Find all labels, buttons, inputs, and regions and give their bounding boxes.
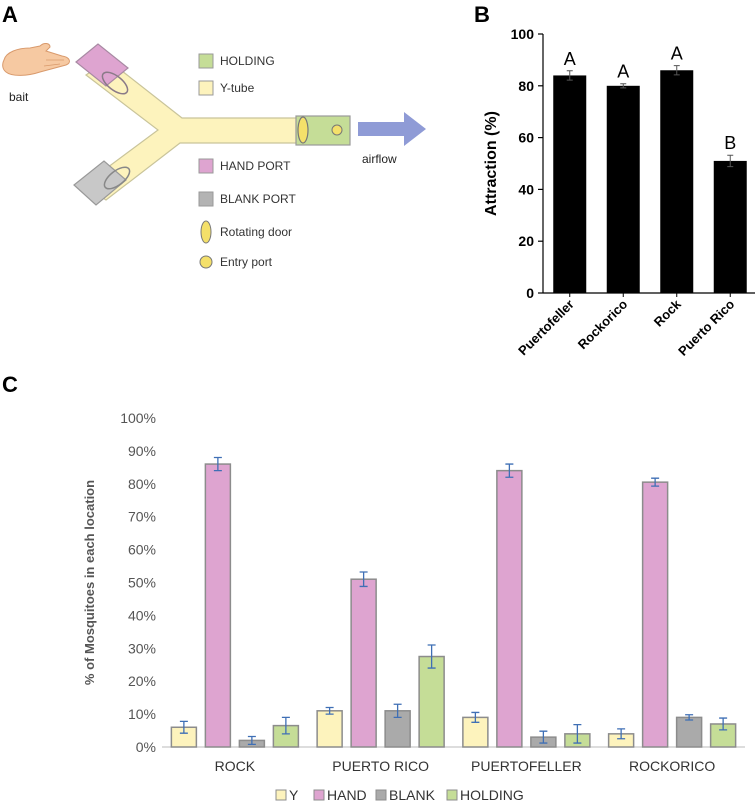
c-error-bar: [573, 723, 582, 744]
b-y-axis-label: Attraction (%): [483, 111, 500, 216]
b-x-tick-label: Puerto Rico: [675, 296, 737, 358]
b-significance-letter: B: [724, 133, 736, 153]
blank-port: [73, 160, 131, 206]
c-bar-y-puerto-rico: [316, 710, 343, 748]
c-error-bar: [505, 463, 514, 478]
c-error-bar: [471, 711, 480, 723]
c-bar-holding-puerto-rico: [418, 655, 445, 748]
b-significance-letter: A: [564, 49, 576, 69]
c-y-tick-label: 30%: [128, 640, 156, 656]
c-y-tick-label: 50%: [128, 575, 156, 591]
c-error-bar: [281, 716, 290, 735]
c-legend-label-y: Y: [289, 787, 299, 803]
chart-c-locations: 0% 10% 20% 30% 40% 50% 60% 70% 80% 90% 100% % of Mo…: [82, 410, 745, 803]
chart-b-attraction: 0 20 40 60 80 100 Attraction (%) A Puertofeller A…: [483, 26, 755, 359]
b-x-tick-label: Puertofeller: [515, 297, 577, 359]
legend-swatch-door: [200, 220, 212, 244]
c-bar-hand-puerto-rico: [350, 578, 377, 748]
c-y-tick-label: 10%: [128, 706, 156, 722]
y-tube-body: [82, 59, 301, 201]
c-legend-label-holding: HOLDING: [460, 787, 524, 803]
c-y-tick-label: 20%: [128, 673, 156, 689]
legend-label-ytube: Y-tube: [220, 81, 255, 95]
c-legend: Y HAND BLANK HOLDING: [275, 787, 524, 803]
c-bar-hand-rockorico: [641, 481, 669, 748]
c-error-bar: [427, 644, 436, 669]
c-error-bar: [685, 714, 694, 721]
c-y-tick-label: 0%: [136, 739, 156, 755]
c-error-bar: [393, 703, 402, 719]
c-y-tick-label: 80%: [128, 476, 156, 492]
legend-label-hand: HAND PORT: [220, 159, 291, 173]
c-legend-swatch-holding: [446, 789, 458, 801]
c-error-bar: [359, 571, 368, 588]
legend-label-blank: BLANK PORT: [220, 192, 296, 206]
c-y-tick-label: 90%: [128, 443, 156, 459]
panel-label-a: A: [2, 2, 18, 27]
b-y-tick-label: 40: [518, 181, 534, 197]
y-tube-diagram: bait airflow HOLDING Y-tube HAND PORT BLANK…: [2, 43, 426, 269]
c-x-tick-label: ROCK: [215, 758, 256, 774]
panel-label-b: B: [474, 2, 490, 27]
b-y-tick-label: 80: [518, 78, 534, 94]
c-x-tick-label: ROCKORICO: [629, 758, 715, 774]
legend-swatch-ytube: [198, 80, 214, 96]
airflow-label: airflow: [362, 152, 397, 166]
diagram-legend: HOLDING Y-tube HAND PORT BLANK PORT Rotating…: [198, 53, 296, 269]
legend-label-holding: HOLDING: [220, 54, 275, 68]
airflow-arrow: [358, 112, 426, 146]
c-legend-swatch-blank: [375, 789, 387, 801]
legend-label-entry: Entry port: [220, 255, 273, 269]
bait-label: bait: [9, 90, 29, 104]
b-bar-puertofeller: [553, 75, 587, 293]
c-legend-label-blank: BLANK: [389, 787, 436, 803]
legend-label-door: Rotating door: [220, 225, 292, 239]
c-bar-hand-rock: [204, 463, 232, 748]
panel-label-c: C: [2, 372, 18, 397]
legend-swatch-blank: [198, 191, 214, 207]
c-error-bar: [325, 706, 334, 715]
c-y-tick-label: 60%: [128, 542, 156, 558]
c-y-tick-label: 70%: [128, 509, 156, 525]
c-legend-swatch-hand: [313, 789, 325, 801]
b-error-bar: [673, 65, 680, 76]
c-legend-swatch-y: [275, 789, 287, 801]
c-error-bar: [651, 477, 660, 487]
b-significance-letter: A: [671, 44, 683, 64]
c-x-tick-label: PUERTO RICO: [332, 758, 429, 774]
c-y-tick-label: 100%: [120, 410, 156, 426]
b-error-bar: [727, 154, 734, 168]
c-bar-hand-puertofeller: [496, 469, 523, 748]
legend-swatch-holding: [198, 53, 214, 69]
hand-icon: [2, 43, 70, 76]
legend-swatch-entry: [199, 255, 213, 269]
c-x-tick-label: PUERTOFELLER: [471, 758, 582, 774]
hand-port: [75, 43, 129, 95]
b-error-bar: [566, 70, 573, 81]
b-significance-letter: A: [617, 62, 629, 82]
b-bar-rockorico: [606, 85, 640, 293]
holding-chamber: [295, 115, 351, 146]
b-y-tick-label: 0: [526, 285, 534, 301]
legend-swatch-hand: [198, 158, 214, 174]
b-y-tick-label: 20: [518, 233, 534, 249]
c-error-bar: [719, 717, 728, 731]
b-y-tick-label: 100: [511, 26, 535, 42]
c-legend-label-hand: HAND: [327, 787, 367, 803]
b-y-tick-label: 60: [518, 130, 534, 146]
c-y-tick-label: 40%: [128, 607, 156, 623]
b-error-bar: [620, 83, 627, 89]
c-error-bar: [213, 456, 222, 472]
b-x-tick-label: Rockorico: [575, 296, 631, 352]
b-x-tick-label: Rock: [651, 296, 685, 330]
c-y-axis-label: % of Mosquitoes in each location: [82, 480, 97, 685]
c-error-bar: [179, 720, 188, 734]
c-error-bar: [247, 735, 256, 746]
b-bar-puerto-rico: [713, 160, 747, 293]
c-error-bar: [617, 728, 626, 740]
b-bar-rock: [660, 70, 694, 293]
c-bar-blank-rockorico: [675, 716, 703, 748]
c-error-bar: [539, 730, 548, 744]
